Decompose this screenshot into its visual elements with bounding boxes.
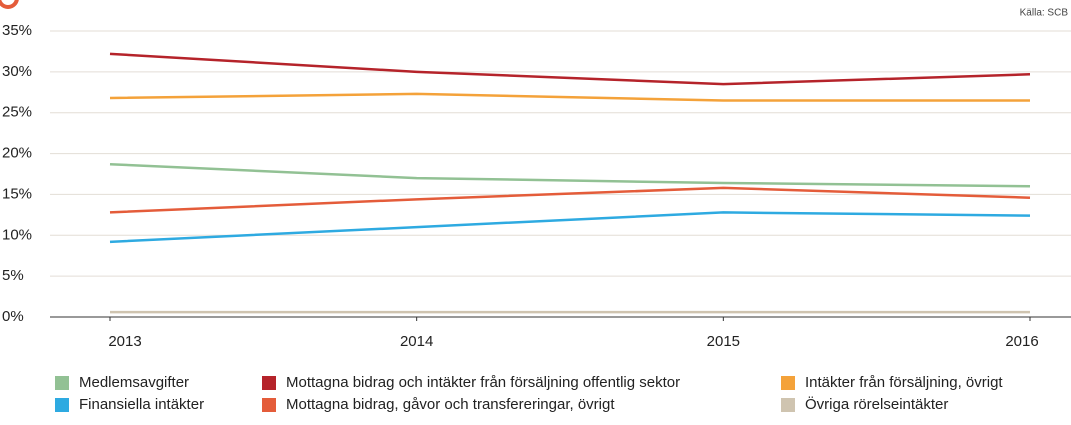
legend-swatch <box>262 398 276 412</box>
legend-label: Medlemsavgifter <box>79 374 189 391</box>
source-note: Källa: SCB <box>1020 8 1069 19</box>
series-line <box>109 162 1031 188</box>
y-tick-label: 25% <box>2 104 32 121</box>
legend-label: Övriga rörelseintäkter <box>805 395 948 413</box>
x-tick-label: 2015 <box>707 333 740 350</box>
legend-swatch <box>781 398 795 412</box>
legend-label: Intäkter från försäljning, övrigt <box>805 374 1003 391</box>
x-tick-label: 2013 <box>108 333 141 350</box>
y-tick-label: 30% <box>2 63 32 80</box>
legend-swatch <box>55 398 69 412</box>
legend-swatch <box>781 376 795 390</box>
legend-label: Finansiella intäkter <box>79 396 204 413</box>
y-tick-label: 35% <box>2 22 32 39</box>
series-line <box>109 52 1031 86</box>
y-tick-label: 0% <box>2 308 24 325</box>
y-tick-label: 20% <box>2 145 32 162</box>
series-line <box>109 92 1030 102</box>
legend-label: Mottagna bidrag, gåvor och transferering… <box>286 396 615 413</box>
series-line <box>109 186 1031 214</box>
logo-fragment <box>0 0 19 9</box>
x-tick-label: 2014 <box>400 333 433 350</box>
y-tick-label: 5% <box>2 267 24 284</box>
legend-label: Mottagna bidrag och intäkter från försäl… <box>286 374 680 391</box>
legend-swatch <box>262 376 276 390</box>
legend-swatch <box>55 376 69 390</box>
y-tick-label: 15% <box>2 185 32 202</box>
series-line <box>109 211 1031 244</box>
x-tick-label: 2016 <box>1005 333 1038 350</box>
y-tick-label: 10% <box>2 226 32 243</box>
